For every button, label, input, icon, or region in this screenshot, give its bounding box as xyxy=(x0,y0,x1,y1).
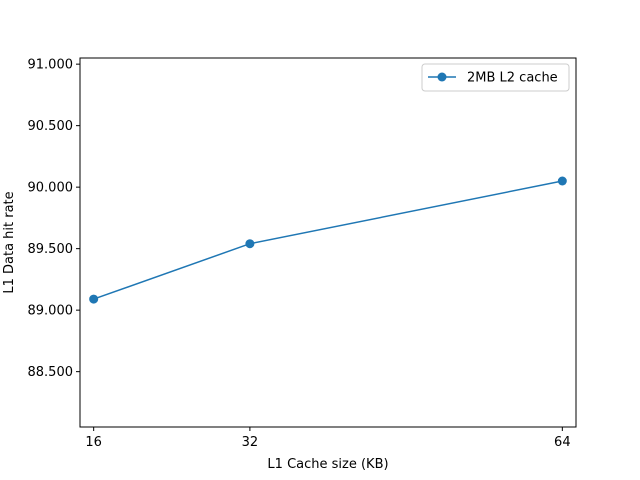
y-axis: 88.500 89.000 89.500 90.000 90.500 91.000 xyxy=(28,58,80,380)
legend-box xyxy=(421,63,570,92)
x-tick-label: 16 xyxy=(85,435,102,450)
data-point xyxy=(89,294,99,304)
y-tick-label: 91.000 xyxy=(28,58,74,73)
legend: 2MB L2 cache xyxy=(421,63,570,92)
y-tick-label: 89.000 xyxy=(28,304,74,319)
series-layer xyxy=(89,176,567,304)
y-tick-label: 89.500 xyxy=(28,242,74,257)
x-tick-label: 64 xyxy=(554,435,571,450)
data-point xyxy=(245,239,255,249)
x-axis: 16 32 64 xyxy=(85,427,571,450)
data-point xyxy=(557,176,567,186)
y-axis-label: L1 Data hit rate xyxy=(2,191,17,293)
y-tick-label: 90.000 xyxy=(28,181,74,196)
x-tick-label: 32 xyxy=(242,435,259,450)
y-tick-label: 90.500 xyxy=(28,119,74,134)
legend-label: 2MB L2 cache xyxy=(467,71,558,86)
legend-marker-swatch xyxy=(437,72,447,82)
y-tick-label: 88.500 xyxy=(28,365,74,380)
x-axis-label: L1 Cache size (KB) xyxy=(267,457,388,472)
plot-frame xyxy=(79,57,577,428)
plot-area xyxy=(80,58,576,427)
